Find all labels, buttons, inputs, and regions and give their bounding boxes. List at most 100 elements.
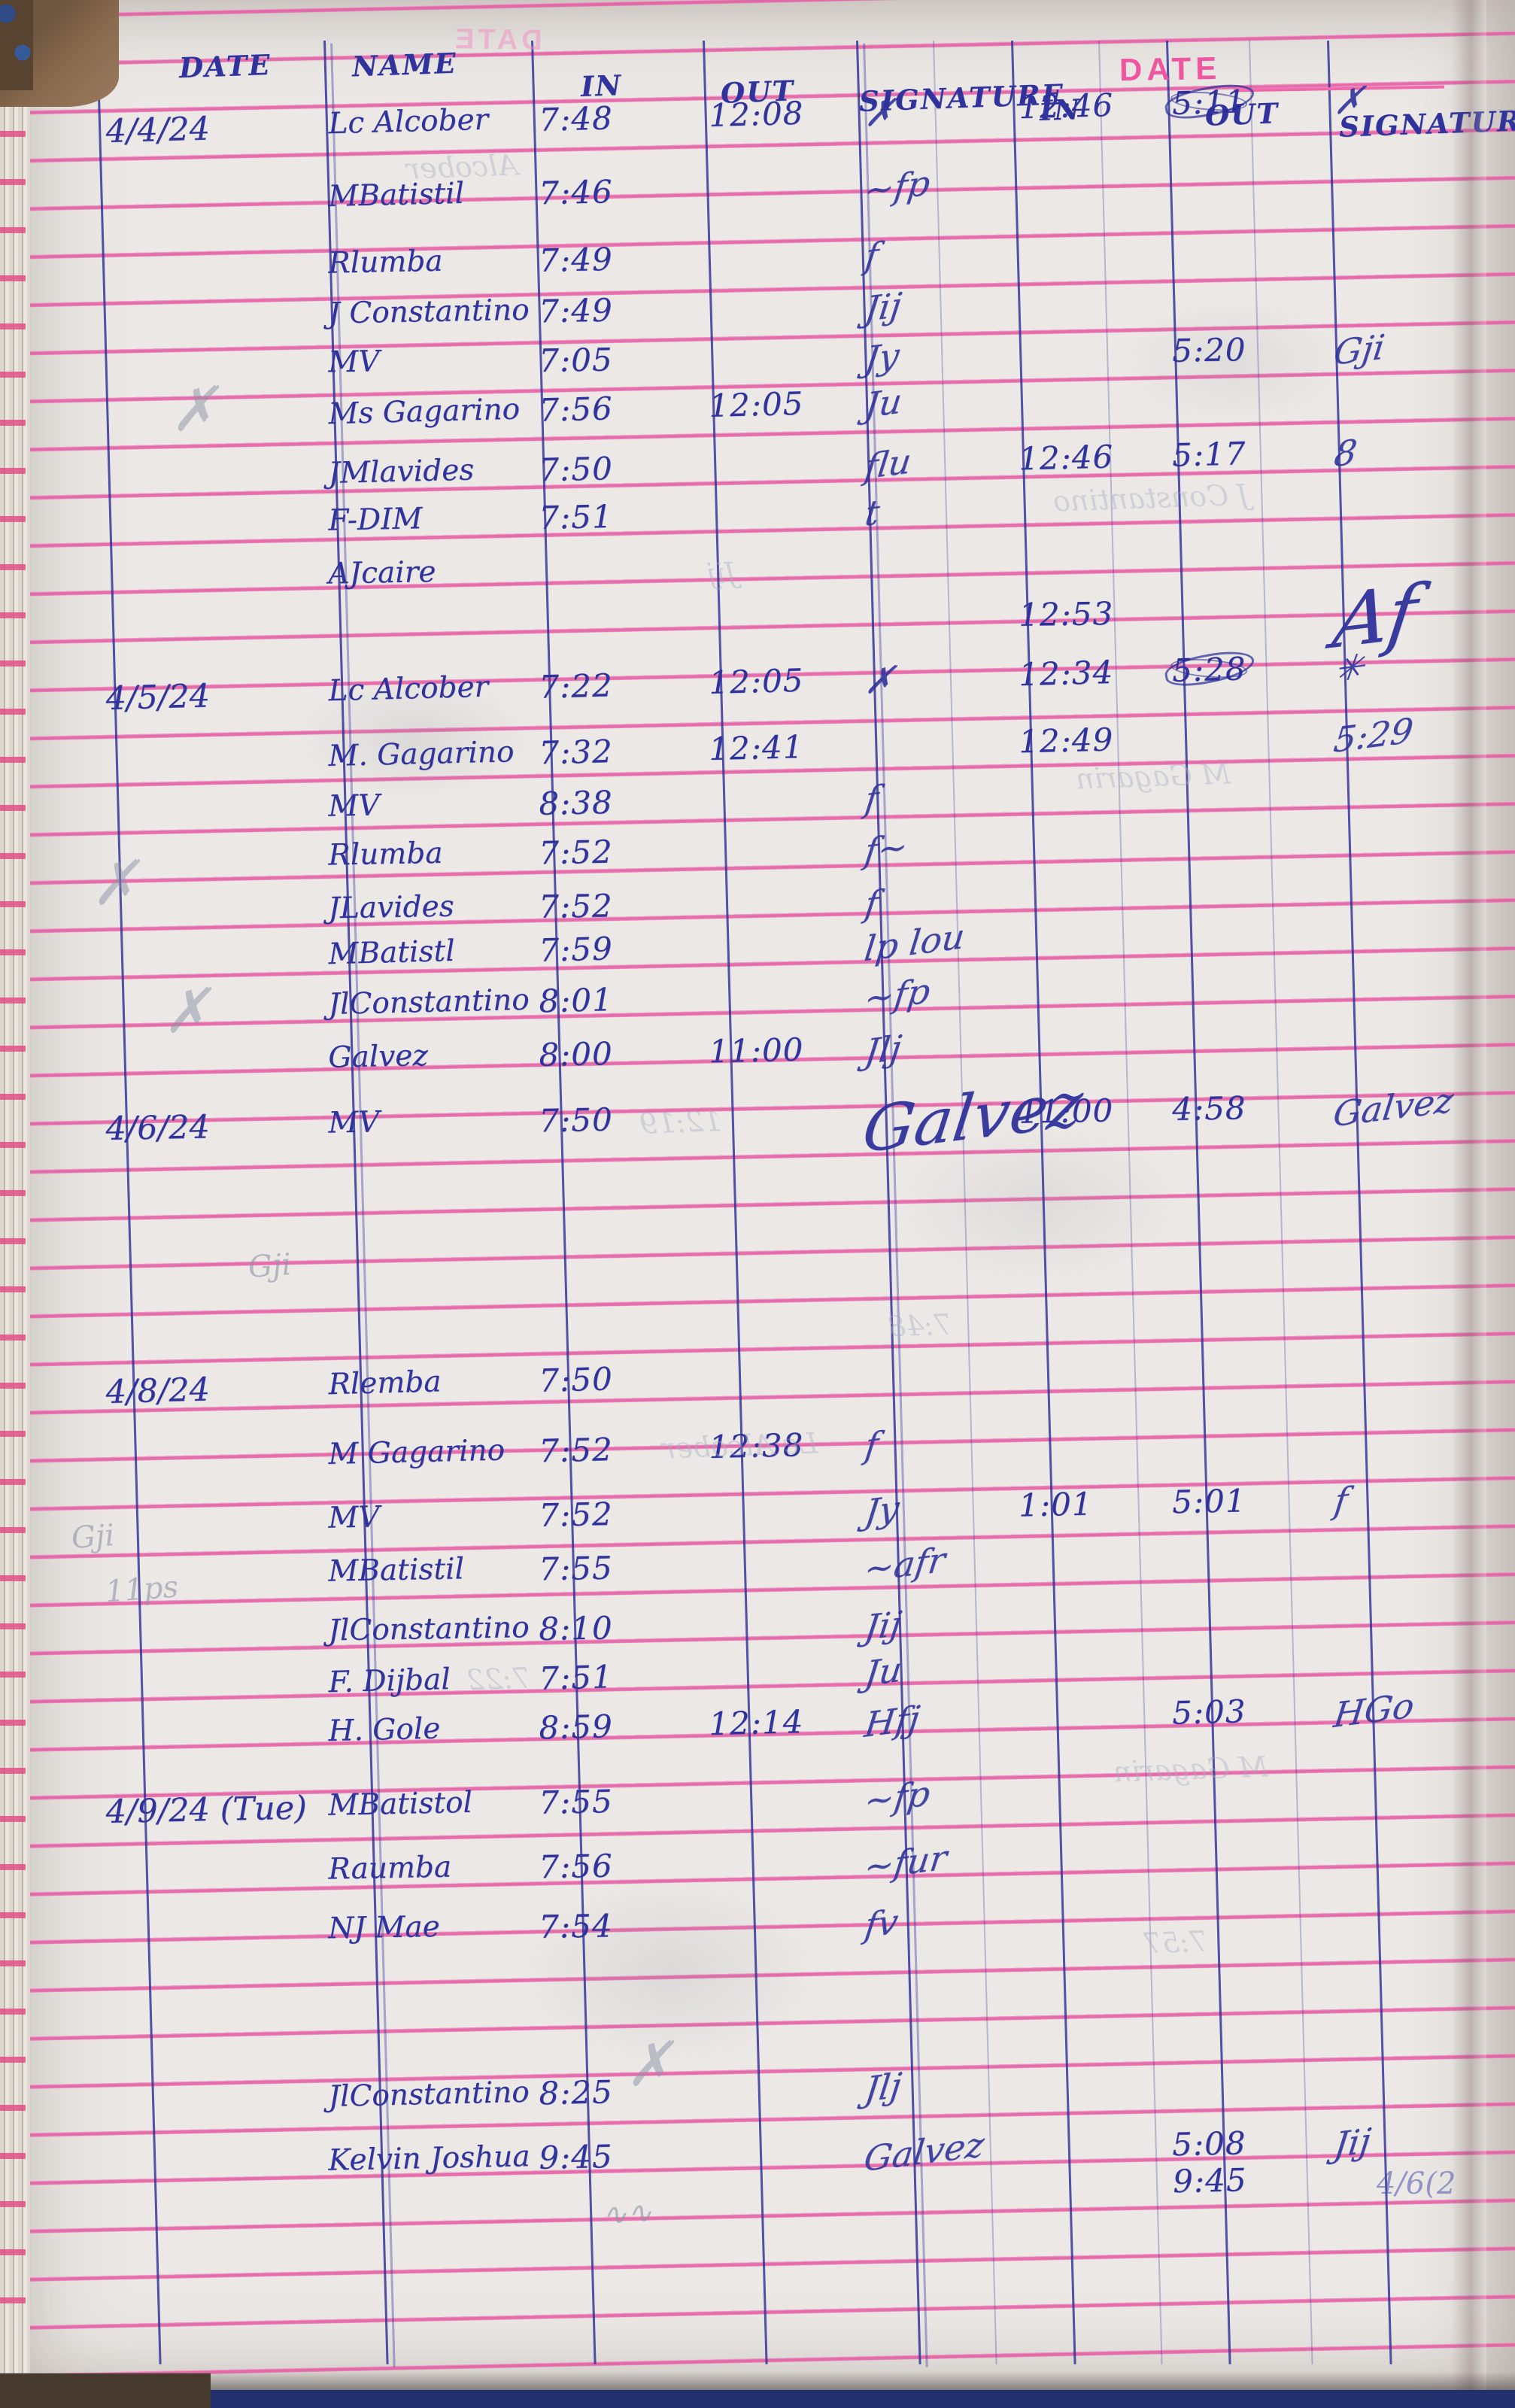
- cell-in: 7:48: [538, 99, 614, 138]
- cell-in: 7:56: [538, 1847, 614, 1886]
- cell-date: 4/4/24: [105, 110, 211, 150]
- cell-out: 11:00: [708, 1031, 804, 1070]
- cell-in: 8:25: [538, 2073, 614, 2112]
- column-header: SIGNATURE: [1338, 103, 1515, 144]
- cell-name: Rlumba: [327, 244, 444, 281]
- cell-name: F-DIM: [327, 502, 423, 538]
- cell-sig2: ✳: [1331, 645, 1367, 691]
- cell-in: 8:59: [538, 1708, 614, 1747]
- cell-name: JlConstantino: [327, 982, 530, 1022]
- cell-sig: fv: [862, 1901, 901, 1946]
- cell-name: MBatistl: [327, 934, 456, 972]
- cell-name: AJcaire: [327, 554, 436, 591]
- ghost-date-stamp: DATE: [451, 23, 542, 57]
- book-cover-edge: [203, 2390, 1515, 2408]
- cell-in: 8:01: [538, 981, 614, 1020]
- cardboard-corner: [0, 0, 119, 107]
- crossed-out-time: 5:28: [1171, 650, 1247, 689]
- cell-name: MV: [327, 1105, 380, 1140]
- cell-in: 8:00: [538, 1034, 614, 1073]
- show-through-text: 4/6(2: [1377, 2167, 1456, 2201]
- smudge: [301, 677, 527, 797]
- cell-sig: ✗: [862, 657, 897, 703]
- cell-in: 8:10: [538, 1609, 614, 1647]
- cell-in: 7:22: [538, 667, 614, 706]
- pencil-mark: Gji: [70, 1518, 116, 1556]
- show-through-text: Jij: [706, 556, 737, 591]
- cell-name: Lc Alcober: [327, 670, 489, 709]
- cell-date: 4/5/24: [105, 677, 211, 718]
- page-stack-ruling-ticks: [0, 105, 26, 2332]
- cell-in: 7:55: [538, 1549, 614, 1588]
- pencil-mark: ✗: [87, 848, 142, 920]
- column-header: NAME: [351, 46, 458, 84]
- cell-name: MV: [327, 345, 380, 380]
- page-fold-crease: [1452, 0, 1486, 2408]
- cell-out2: 5:28: [1172, 650, 1247, 689]
- cell-out2: 5:11: [1172, 83, 1247, 122]
- smudge: [527, 1881, 812, 2061]
- cell-out: 12:05: [708, 384, 805, 424]
- pencil-mark: ✗: [166, 374, 221, 446]
- cell-sig2: ✗: [1331, 78, 1367, 123]
- cell-out2: 5:08 9:45: [1171, 2124, 1248, 2200]
- cell-out2: 4:58: [1171, 1089, 1246, 1128]
- cell-in: 9:45: [538, 2137, 614, 2176]
- cell-name: Kelvin Joshua: [327, 2139, 531, 2178]
- cell-name: Rlemba: [327, 1365, 442, 1402]
- cell-in: 7:52: [538, 1431, 614, 1470]
- cell-sig: Jlj: [862, 1027, 904, 1073]
- cell-in2: 1:01: [1018, 1485, 1094, 1524]
- cell-in: 7:32: [538, 733, 614, 772]
- cell-in: 7:50: [538, 450, 614, 489]
- cell-name: M. Gagarino: [327, 735, 515, 774]
- smudge: [1128, 301, 1339, 421]
- show-through-text: 7:57: [1143, 1924, 1209, 1960]
- pencil-mark: Gji: [247, 1247, 293, 1285]
- cell-name: JLavides: [327, 889, 455, 926]
- cell-in2: 11:00: [1018, 1092, 1114, 1131]
- show-through-text: 7:48: [887, 1307, 953, 1344]
- cell-out2: 5:01: [1171, 1482, 1247, 1521]
- pencil-mark: ∿∿: [600, 2194, 654, 2233]
- cell-name: M Gagarino: [327, 1433, 506, 1472]
- cell-name: Raumba: [327, 1850, 452, 1887]
- printed-date-label: DATE: [1119, 50, 1222, 88]
- cell-in2: 12:46: [1018, 86, 1114, 126]
- cell-sig2: Jij: [1331, 2120, 1374, 2166]
- cell-out: 12:41: [708, 728, 804, 768]
- cell-name: MBatistil: [327, 1552, 465, 1589]
- cell-sig: Jij: [862, 284, 904, 329]
- cell-name: J Constantino: [327, 293, 530, 331]
- cell-sig: ✗: [862, 90, 897, 135]
- pencil-mark: 11ps: [104, 1569, 180, 1610]
- cell-out: 12:14: [708, 1703, 804, 1743]
- cell-out: 12:05: [708, 661, 805, 701]
- cell-date: 4/8/24: [105, 1371, 211, 1411]
- cell-sig2: Gji: [1331, 326, 1388, 373]
- cell-sig: Jy: [862, 1487, 902, 1533]
- cell-name: Galvez: [327, 1039, 429, 1075]
- cell-in: 7:52: [538, 1495, 614, 1534]
- cell-out2: 5:17: [1171, 435, 1247, 474]
- show-through-text: M Gagarin: [1075, 757, 1231, 796]
- show-through-text: J Constantino: [1052, 478, 1250, 518]
- cell-sig: Jij: [862, 1602, 904, 1648]
- cell-out2: 5:03: [1171, 1693, 1247, 1732]
- smudge: [903, 1128, 1173, 1279]
- cell-in: 7:51: [538, 497, 614, 536]
- cell-sig: Jy: [862, 335, 902, 380]
- cell-in2: 12:49: [1018, 721, 1114, 761]
- cell-sig: Hfj: [862, 1697, 922, 1745]
- cell-sig: flu: [862, 440, 914, 487]
- show-through-text: 7:22: [466, 1661, 532, 1697]
- bottom-left-dark-edge: [0, 2373, 211, 2408]
- cell-in: 7:59: [538, 930, 614, 969]
- crossed-out-time: 5:11: [1171, 83, 1247, 122]
- cell-in: 7:56: [538, 390, 614, 429]
- cell-in: 7:54: [538, 1907, 614, 1945]
- cell-sig: Ju: [862, 1648, 905, 1695]
- cell-sig2: Af: [1328, 568, 1422, 666]
- cell-in2: 12:46: [1018, 438, 1114, 478]
